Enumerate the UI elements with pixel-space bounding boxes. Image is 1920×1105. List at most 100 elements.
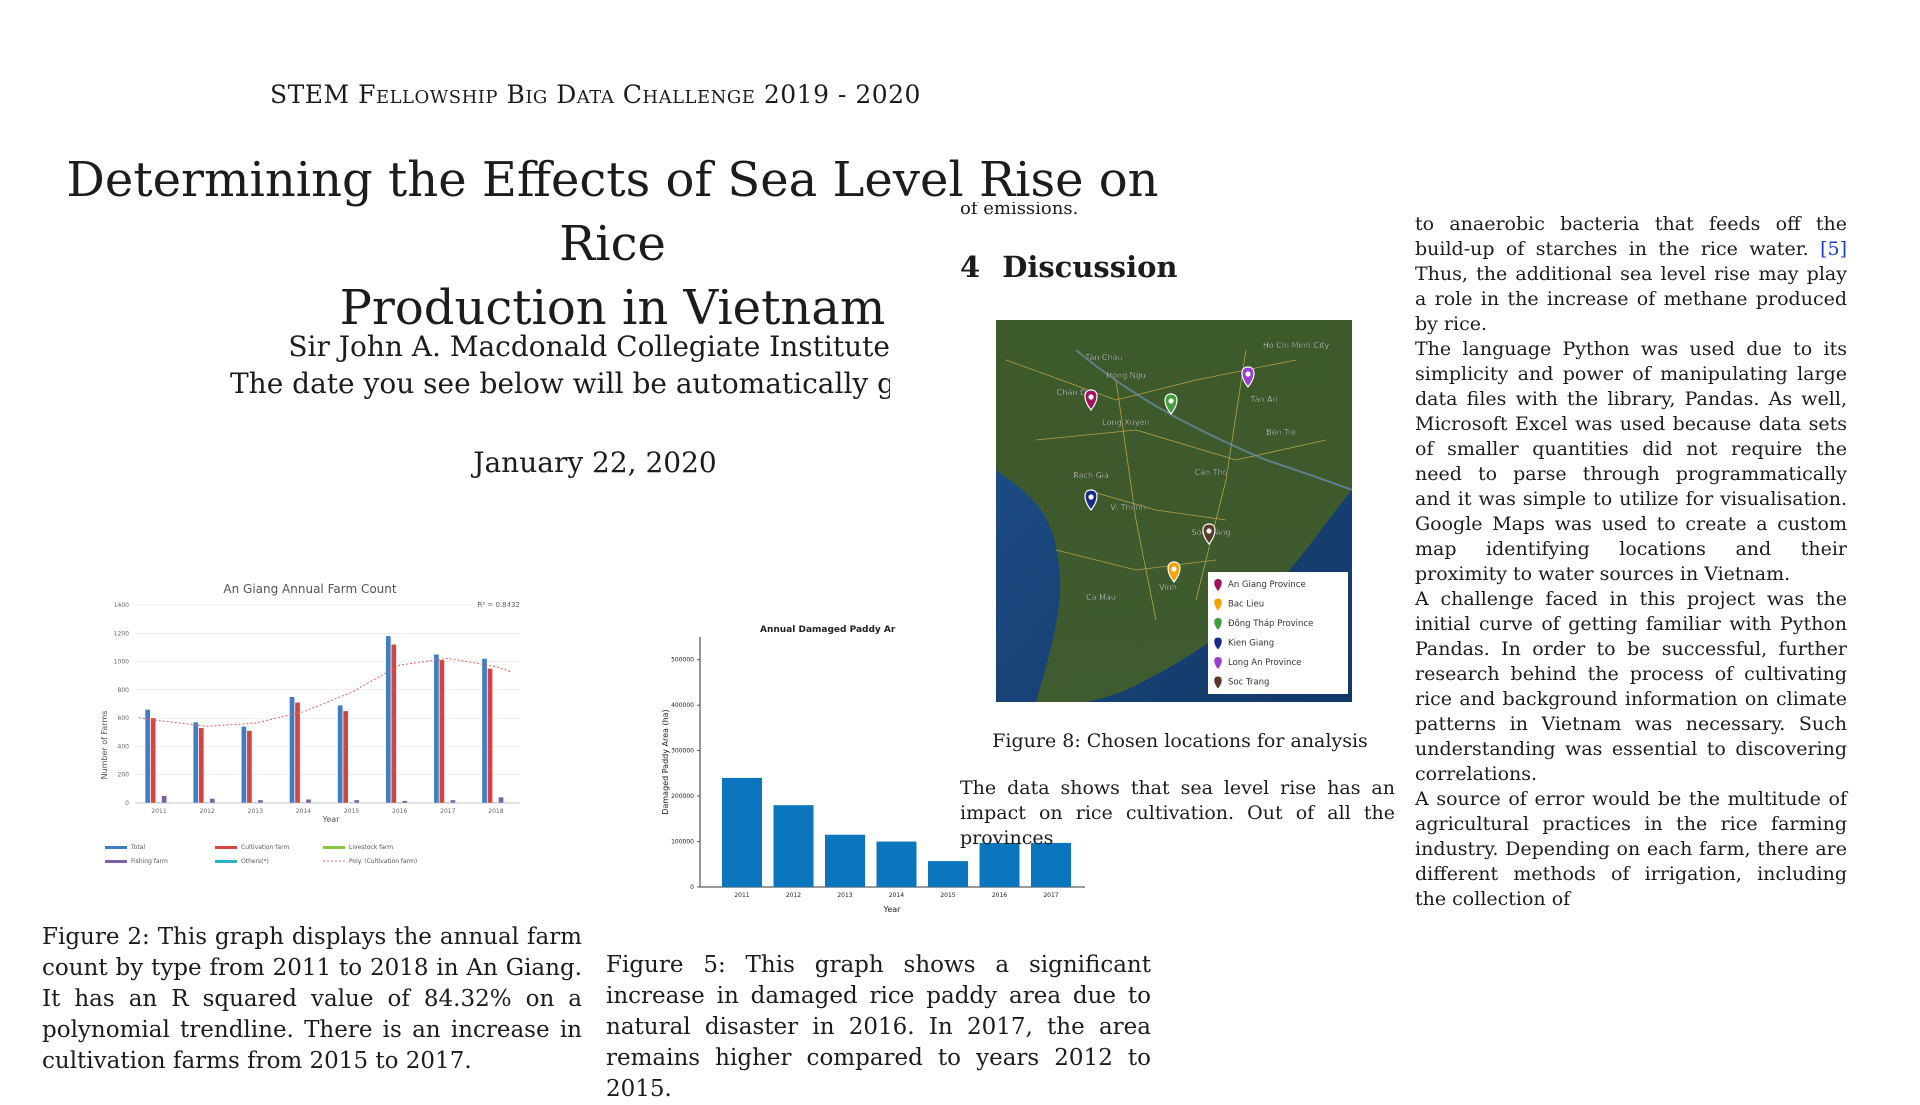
map-legend-box	[1208, 572, 1348, 694]
running-header-text: STEM Fellowship Big Data Challenge 2019 …	[270, 80, 921, 109]
paragraph-2: The language Python was used due to its …	[1415, 337, 1847, 587]
fig2-ytick: 1400	[114, 602, 129, 609]
fig2-xtick: 2011	[151, 808, 166, 815]
map-city-label: Tân Châu	[1084, 353, 1122, 362]
fig2-bar	[343, 711, 348, 803]
fig2-legend-label: Cultivation farm	[241, 844, 289, 851]
fig2-legend-swatch	[105, 860, 127, 863]
fig2-bar	[258, 800, 263, 803]
fig2-bar	[306, 799, 311, 803]
fig5-xtick: 2015	[940, 892, 955, 899]
fig2-bar	[247, 731, 252, 803]
fig2-bar	[162, 796, 167, 803]
map-figure-8: Ho Chi Minh City Tân Châu Hồng Ngự Long Xuy…	[996, 320, 1352, 702]
paragraph-3: A challenge faced in this project was th…	[1415, 587, 1847, 787]
fig2-legend-label: Fishing farm	[131, 858, 168, 865]
map-legend-label: Bac Lieu	[1228, 600, 1264, 610]
fig2-bar	[145, 710, 150, 803]
fig2-xtick: 2016	[392, 808, 407, 815]
map-city-label: Ho Chi Minh City	[1263, 341, 1330, 350]
fig2-bar	[290, 697, 295, 803]
map-legend-label: An Giang Province	[1228, 580, 1306, 590]
fig2-title: An Giang Annual Farm Count	[223, 582, 396, 596]
map-legend-item[interactable]: Long An Province	[1214, 657, 1301, 669]
fig2-legend-swatch	[323, 846, 345, 849]
fig2-ytick: 1000	[114, 659, 129, 666]
fig5-ytick: 0	[690, 884, 694, 891]
map-city-label: Rạch Giá	[1073, 471, 1109, 481]
fig5-xlabel: Year	[883, 905, 902, 914]
fig5-bar	[774, 805, 814, 887]
fig5-xtick: 2012	[786, 892, 801, 899]
map-city-label: Vị Thanh	[1110, 503, 1145, 513]
fig5-xtick: 2013	[837, 892, 852, 899]
fig2-bar	[354, 800, 359, 803]
map-legend-label: Kien Giang	[1228, 639, 1274, 649]
map-legend-label: Long An Province	[1228, 658, 1301, 668]
fig2-legend-label: Livestock farm	[349, 844, 393, 851]
figure-5-caption: Figure 5: This graph shows a significant…	[606, 950, 1151, 1105]
discussion-paragraph: The data shows that sea level rise has a…	[960, 776, 1395, 851]
section-heading-discussion: 4 Discussion	[960, 250, 1178, 284]
fig5-xtick: 2014	[889, 892, 904, 899]
map-city-label: Tân An	[1249, 395, 1277, 404]
fig5-xtick: 2016	[992, 892, 1007, 899]
map-legend-item[interactable]: An Giang Province	[1214, 579, 1305, 591]
running-header: STEM Fellowship Big Data Challenge 2019 …	[270, 80, 921, 109]
fig2-bar	[451, 800, 456, 803]
date-note: The date you see below will be automatic…	[230, 365, 890, 402]
p1-text-b: Thus, the additional sea level rise may …	[1415, 263, 1847, 335]
map-city-label: Vĩnh	[1159, 583, 1177, 592]
fig2-xlabel: Year	[322, 815, 341, 824]
fig2-xtick: 2017	[440, 808, 455, 815]
fig5-ytick: 200000	[671, 793, 694, 800]
fig2-legend-swatch	[105, 846, 127, 849]
fig5-bar	[877, 842, 917, 887]
paper-date: January 22, 2020	[445, 446, 745, 479]
fig2-ytick: 600	[118, 715, 130, 722]
fig5-ylabel: Damaged Paddy Area (ha)	[661, 709, 670, 814]
fig5-ytick: 400000	[671, 702, 694, 709]
fig2-ytick: 800	[118, 687, 130, 694]
fig2-trendline	[139, 658, 512, 726]
fig2-bar	[482, 659, 487, 803]
fig2-bar	[499, 797, 504, 803]
map-city-label: Cần Thơ	[1195, 467, 1228, 477]
fig2-xtick: 2014	[296, 808, 311, 815]
fig2-ytick: 0	[125, 800, 129, 807]
fig2-legend-swatch	[215, 846, 237, 849]
fig2-ytick: 400	[118, 743, 130, 750]
fig2-bar	[338, 705, 343, 803]
fig2-xtick: 2015	[344, 808, 359, 815]
fig5-bar	[825, 835, 865, 887]
map-city-label: Long Xuyên	[1102, 417, 1149, 427]
fig5-bar	[722, 778, 762, 887]
fig5-ytick: 100000	[671, 839, 694, 846]
p1-text-a: to anaerobic bacteria that feeds off the…	[1415, 213, 1847, 260]
fig2-legend-label: Poly. (Cultivation farm)	[349, 858, 417, 865]
map-city-label: Cà Mau	[1086, 593, 1116, 602]
fig2-xtick: 2013	[248, 808, 263, 815]
fig5-ytick: 500000	[671, 657, 694, 664]
fig2-legend-label: Others(*)	[241, 858, 269, 865]
map-city-label: Hồng Ngự	[1106, 370, 1147, 381]
fig2-bar	[210, 799, 215, 803]
paragraph-1: to anaerobic bacteria that feeds off the…	[1415, 212, 1847, 337]
fig5-bar	[928, 861, 968, 887]
citation-link[interactable]: [5]	[1820, 238, 1847, 260]
fig2-bar	[434, 655, 439, 804]
fig2-bar	[199, 728, 204, 803]
fig2-bar	[295, 703, 300, 803]
fig2-bar	[242, 727, 247, 803]
section-number: 4	[960, 250, 980, 284]
map-legend-label: Soc Trang	[1228, 678, 1269, 688]
section-title: Discussion	[1002, 250, 1177, 284]
fig2-bar	[386, 636, 391, 803]
fig5-title: Annual Damaged Paddy Ar	[760, 625, 896, 635]
fig5-xtick: 2011	[734, 892, 749, 899]
fig2-legend-swatch	[215, 860, 237, 863]
paper-title: Determining the Effects of Sea Level Ris…	[40, 148, 1185, 340]
map-legend-item[interactable]: Đồng Tháp Province	[1214, 618, 1313, 630]
text-fragment-top: of emissions.	[960, 202, 1078, 216]
fig5-xtick: 2017	[1043, 892, 1058, 899]
